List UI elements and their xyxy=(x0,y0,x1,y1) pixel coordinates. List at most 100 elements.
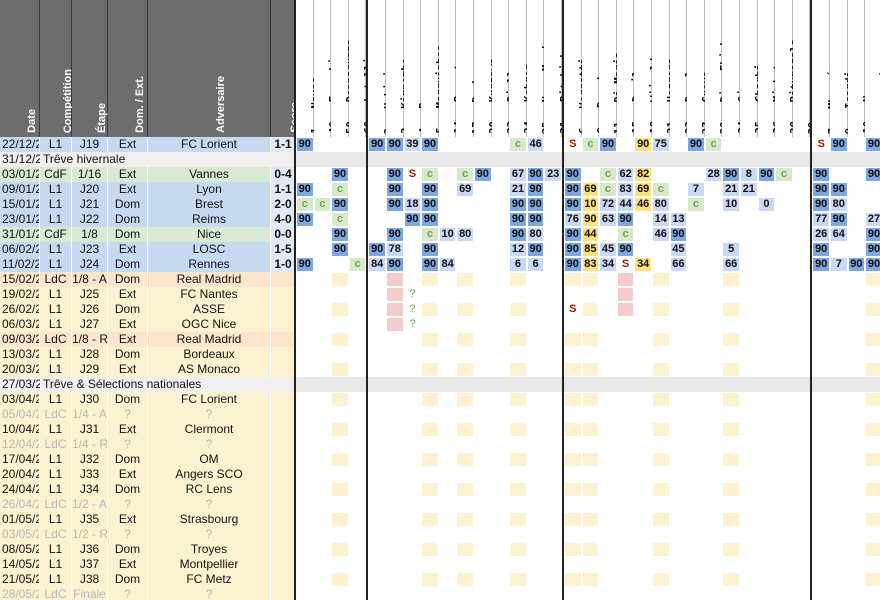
player-cell[interactable] xyxy=(582,168,599,181)
player-cell[interactable]: c xyxy=(510,138,526,151)
player-cell[interactable] xyxy=(582,588,599,600)
table-row[interactable]: 06/03/22L1J27ExtOGC Nice xyxy=(0,317,880,332)
player-cell[interactable]: 90 xyxy=(758,168,775,181)
player-cell[interactable] xyxy=(332,588,348,600)
player-cell[interactable] xyxy=(545,423,561,436)
player-cell[interactable] xyxy=(848,363,865,376)
player-cell[interactable] xyxy=(723,408,739,421)
player-cell[interactable]: 10 xyxy=(439,228,456,241)
player-cell[interactable] xyxy=(758,408,775,421)
player-cell[interactable] xyxy=(776,573,792,586)
player-cell[interactable] xyxy=(565,393,581,406)
player-cell[interactable] xyxy=(527,408,544,421)
player-cell[interactable]: 90 xyxy=(527,183,544,196)
player-cell[interactable] xyxy=(600,573,616,586)
player-cell[interactable] xyxy=(492,483,509,496)
player-cell[interactable] xyxy=(723,333,739,346)
player-cell[interactable] xyxy=(314,363,331,376)
player-cell[interactable] xyxy=(600,498,616,511)
player-cell[interactable] xyxy=(600,543,616,556)
player-cell[interactable] xyxy=(565,273,581,286)
player-cell[interactable]: 21 xyxy=(723,183,739,196)
player-cell[interactable] xyxy=(297,348,313,361)
player-cell[interactable]: 90 xyxy=(866,138,880,151)
player-cell[interactable] xyxy=(545,348,561,361)
player-cell[interactable] xyxy=(565,423,581,436)
player-header-12[interactable]: 24 - Kehrer xyxy=(509,0,535,137)
player-cell[interactable] xyxy=(422,348,438,361)
player-cell[interactable] xyxy=(492,558,509,571)
player-cell[interactable] xyxy=(565,348,581,361)
player-cell[interactable] xyxy=(457,408,473,421)
player-cell[interactable]: 90 xyxy=(297,138,313,151)
player-cell[interactable] xyxy=(297,588,313,600)
player-cell[interactable] xyxy=(600,273,616,286)
player-cell[interactable] xyxy=(349,573,366,586)
player-cell[interactable] xyxy=(314,408,331,421)
player-cell[interactable] xyxy=(741,423,757,436)
player-cell[interactable] xyxy=(439,528,456,541)
player-cell[interactable] xyxy=(635,333,651,346)
player-cell[interactable] xyxy=(705,273,722,286)
player-cell[interactable] xyxy=(635,393,651,406)
player-cell[interactable] xyxy=(457,528,473,541)
player-cell[interactable] xyxy=(813,318,829,331)
table-row[interactable]: 08/05/22L1J36DomTroyes xyxy=(0,542,880,557)
player-cell[interactable] xyxy=(741,243,757,256)
player-cell[interactable]: 90 xyxy=(369,243,385,256)
player-cell[interactable] xyxy=(475,273,491,286)
player-cell[interactable] xyxy=(600,423,616,436)
player-cell[interactable]: 45 xyxy=(600,243,616,256)
player-cell[interactable]: c xyxy=(617,228,634,241)
player-cell[interactable] xyxy=(793,243,810,256)
player-cell[interactable] xyxy=(793,588,810,600)
adversaire-column-header[interactable]: Adversaire xyxy=(148,0,271,137)
player-cell[interactable] xyxy=(457,423,473,436)
player-cell[interactable] xyxy=(332,363,348,376)
player-cell[interactable] xyxy=(387,408,403,421)
player-cell[interactable] xyxy=(670,348,687,361)
player-cell[interactable] xyxy=(723,213,739,226)
suspension-mark[interactable]: S xyxy=(565,303,581,316)
player-cell[interactable] xyxy=(387,423,403,436)
player-cell[interactable]: 75 xyxy=(653,138,669,151)
player-cell[interactable] xyxy=(492,333,509,346)
player-cell[interactable] xyxy=(758,363,775,376)
player-cell[interactable]: 64 xyxy=(831,228,847,241)
player-cell[interactable]: 72 xyxy=(600,198,616,211)
player-cell[interactable]: S xyxy=(565,138,581,151)
table-row[interactable]: 27/03/22Trêve & Sélections nationales xyxy=(0,377,880,392)
player-cell[interactable] xyxy=(332,468,348,481)
player-cell[interactable]: 90 xyxy=(527,198,544,211)
player-cell[interactable] xyxy=(793,333,810,346)
player-cell[interactable] xyxy=(688,303,704,316)
player-cell[interactable] xyxy=(527,543,544,556)
player-cell[interactable] xyxy=(793,228,810,241)
player-cell[interactable] xyxy=(653,453,669,466)
player-header-7[interactable]: 5 - Marquinhos xyxy=(421,0,447,137)
player-cell[interactable] xyxy=(635,213,651,226)
player-cell[interactable]: 90 xyxy=(723,168,739,181)
player-cell[interactable] xyxy=(848,318,865,331)
player-header-9[interactable]: 17 - Dagba xyxy=(456,0,483,137)
player-cell[interactable] xyxy=(617,558,634,571)
player-cell[interactable]: 90 xyxy=(332,168,348,181)
player-cell[interactable] xyxy=(758,213,775,226)
player-cell[interactable] xyxy=(387,573,403,586)
player-cell[interactable] xyxy=(688,258,704,271)
player-cell[interactable] xyxy=(422,333,438,346)
player-cell[interactable] xyxy=(793,303,810,316)
player-cell[interactable] xyxy=(866,558,880,571)
player-cell[interactable] xyxy=(635,543,651,556)
player-cell[interactable]: 13 xyxy=(670,213,687,226)
player-header-27[interactable]: 38 - Bitumazala xyxy=(775,0,801,137)
player-cell[interactable]: 80 xyxy=(527,228,544,241)
player-cell[interactable] xyxy=(369,333,385,346)
player-cell[interactable] xyxy=(723,438,739,451)
player-cell[interactable] xyxy=(492,288,509,301)
player-cell[interactable] xyxy=(457,213,473,226)
player-cell[interactable] xyxy=(492,588,509,600)
player-cell[interactable] xyxy=(776,453,792,466)
player-cell[interactable]: 90 xyxy=(387,168,403,181)
player-cell[interactable] xyxy=(314,498,331,511)
